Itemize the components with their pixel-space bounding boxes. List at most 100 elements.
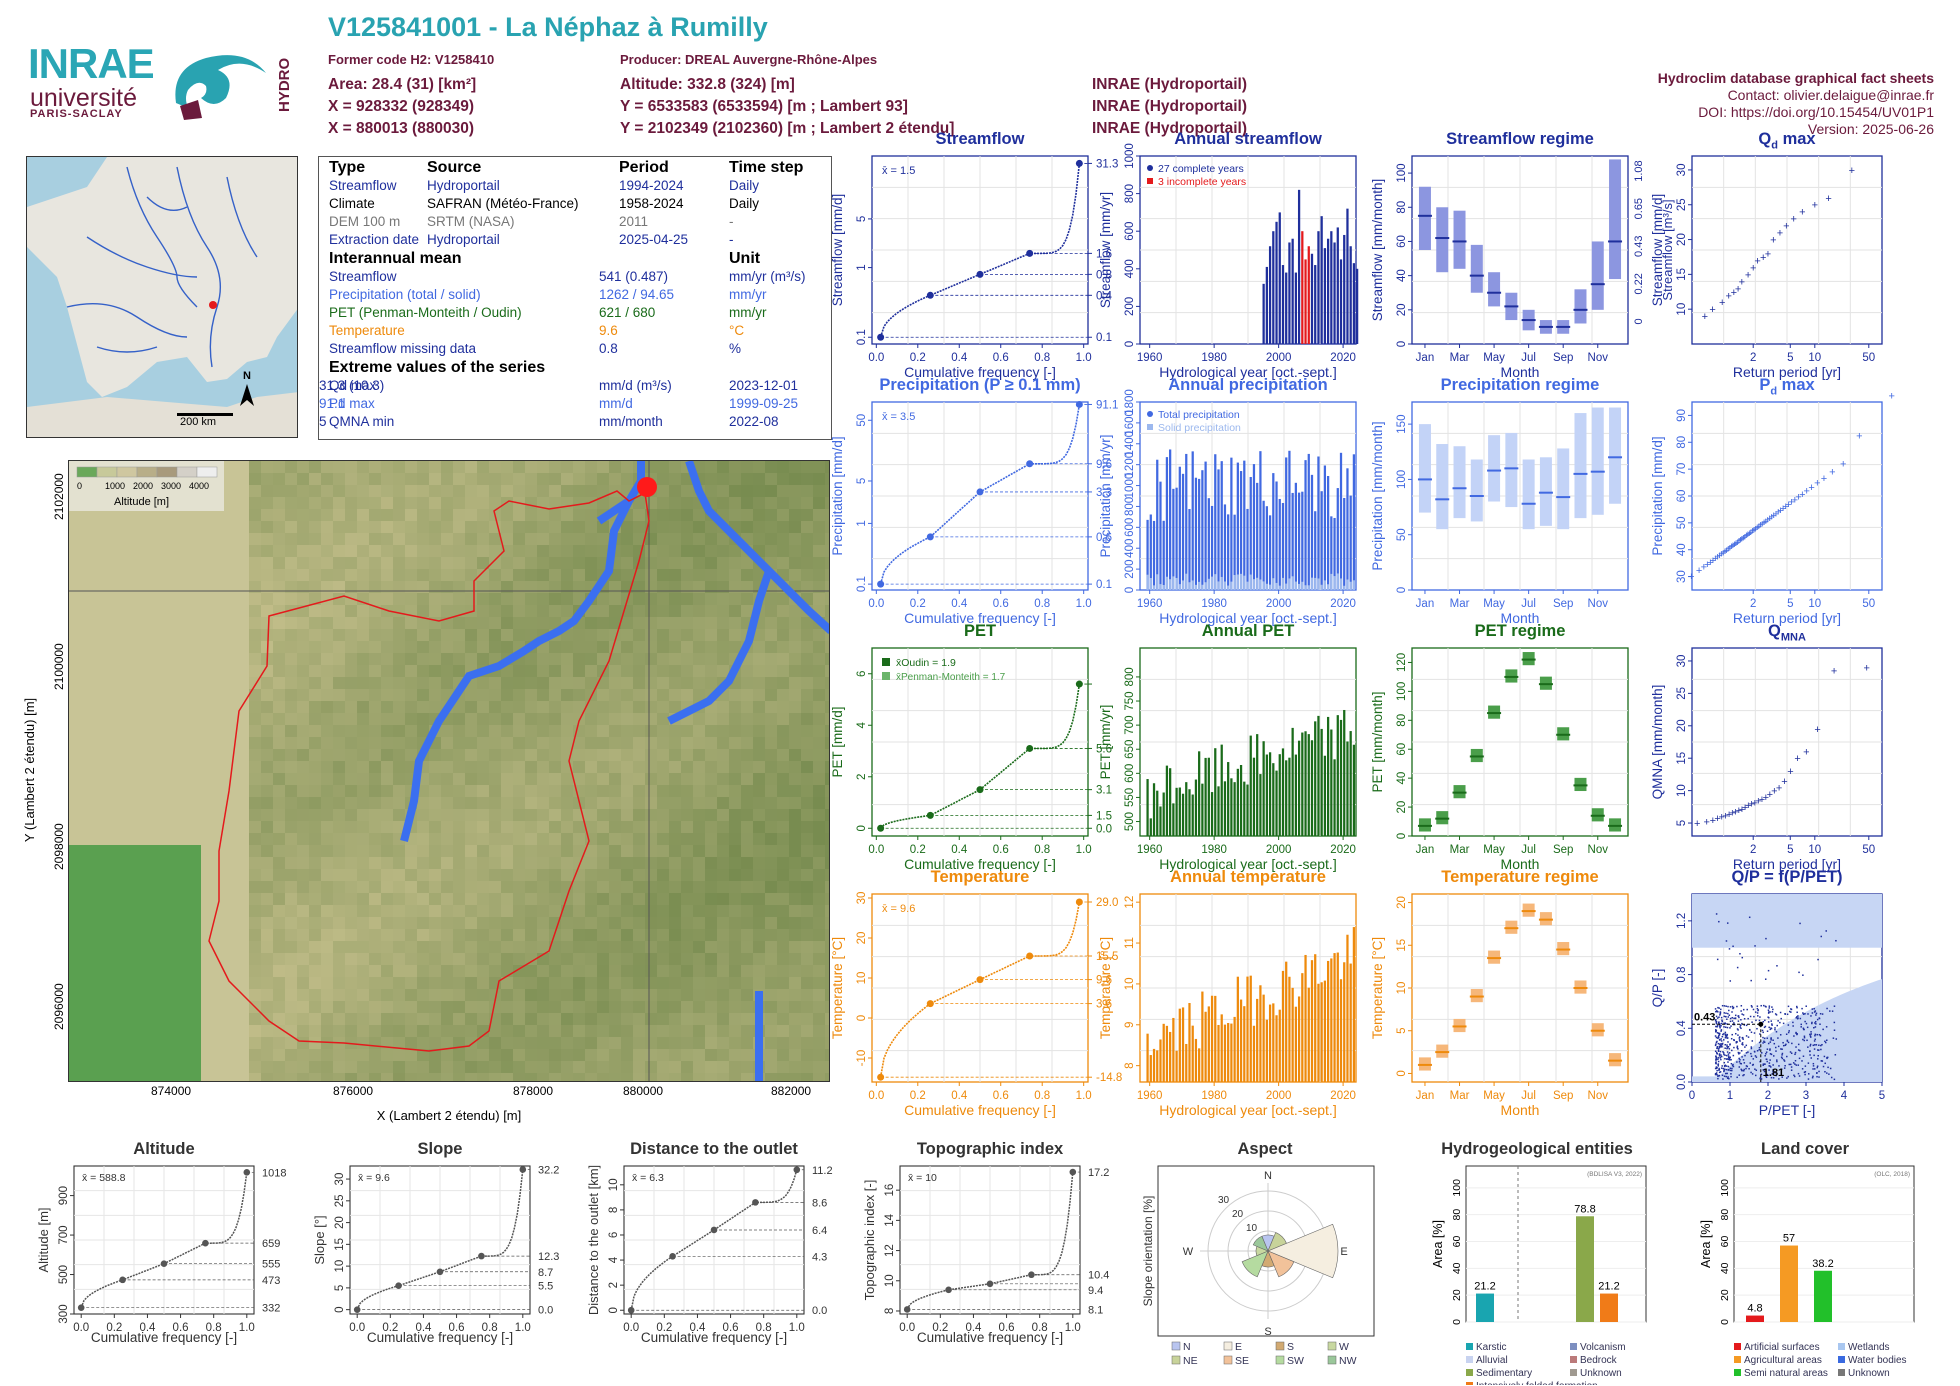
y-tick: 30 <box>1676 655 1688 668</box>
regime-box <box>1470 244 1483 293</box>
y-tick: 0 <box>1396 587 1408 593</box>
annual-bar <box>1352 744 1356 836</box>
quantile-point <box>1075 159 1083 167</box>
legend-tick: 4000 <box>189 481 209 491</box>
y-tick: 10 <box>884 1274 896 1287</box>
point-label-x: 1.81 <box>1763 1067 1784 1079</box>
return-period-point: + <box>1739 804 1745 816</box>
annual-bar <box>1336 952 1339 1082</box>
chart-xlabel: Cumulative frequency [-] <box>904 1102 1056 1118</box>
annual-bar <box>1317 456 1320 590</box>
return-period-point: + <box>1734 537 1740 549</box>
y-tick: 60 <box>1451 1236 1463 1248</box>
x-tick: 2000 <box>1266 598 1292 610</box>
quantile-point <box>353 1306 361 1313</box>
y2-tick: 0.43 <box>1633 236 1645 257</box>
annual-bar <box>1210 995 1214 1082</box>
category-bar <box>1780 1245 1798 1322</box>
river-line <box>596 497 632 525</box>
river-line <box>667 569 773 725</box>
x-tick: 2 <box>1750 844 1756 856</box>
y-tick: 20 <box>856 932 868 945</box>
x-tick: 1.0 <box>1065 1322 1081 1334</box>
solid-precip-bar <box>1262 581 1265 590</box>
annual-bar <box>1301 973 1304 1082</box>
annual-bar <box>1265 506 1268 590</box>
regime-box <box>1609 159 1622 280</box>
annual-bar <box>1326 476 1330 590</box>
solid-precip-bar <box>1256 577 1259 590</box>
chart-xlabel: Month <box>1500 1102 1540 1118</box>
right-tick: 0.1 <box>1096 332 1112 344</box>
annual-bar <box>1233 514 1236 590</box>
bar-label: 21.2 <box>1598 1281 1619 1293</box>
annual-bar <box>1256 482 1259 590</box>
y-tick: 80 <box>1451 1209 1463 1221</box>
x-tick: 10 <box>1808 598 1821 610</box>
chart-title: Pd max <box>1759 376 1815 398</box>
x-tick: 0.4 <box>951 1090 968 1102</box>
return-period-point: + <box>1756 521 1762 533</box>
catchment-outline <box>208 490 650 1052</box>
quantile-point <box>976 488 984 496</box>
x-tick: 2000 <box>1266 1090 1292 1102</box>
france-map-scale: 200 km <box>180 416 217 428</box>
solid-precip-bar <box>1198 581 1201 590</box>
annual-bar <box>1149 818 1152 836</box>
return-period-point: + <box>1787 766 1793 778</box>
chart-title: PET regime <box>1474 622 1566 640</box>
annual-bar <box>1201 991 1204 1082</box>
chart-xlabel: P/PET [-] <box>1758 1102 1816 1118</box>
annual-bar <box>1285 760 1288 836</box>
quantile-point <box>926 533 934 541</box>
chart-ylabel: Area [%] <box>1699 1220 1713 1268</box>
annual-bar <box>1285 457 1288 590</box>
y-tick: 0.1 <box>856 329 868 345</box>
y-tick: 5 <box>856 216 868 222</box>
annual-bar <box>1297 492 1301 590</box>
return-period-point: + <box>1788 497 1794 509</box>
quantile-point <box>1075 898 1083 906</box>
annual-bar <box>1323 755 1327 836</box>
return-period-point: + <box>1740 532 1746 544</box>
quantile-point <box>478 1252 485 1260</box>
quantile-point <box>877 1073 885 1081</box>
annual-bar <box>1249 975 1252 1082</box>
chart-topo_cdf: Topographic index 17.2 10.4 9.4 8.1 x̄ = 10 8 1… <box>840 1140 1120 1358</box>
y-tick: 0.8 <box>1676 967 1688 983</box>
y-tick: 5 <box>1396 1028 1408 1034</box>
y-tick: 12 <box>1124 896 1136 909</box>
chart-hydrogeology: Hydrogeological entities 0 20 40 60 80 100 (BDL… <box>1412 1140 1662 1385</box>
annual-bar <box>1262 994 1265 1082</box>
info-mean-unit: % <box>729 341 742 356</box>
annual-bar <box>1291 727 1294 836</box>
right-tick: 555 <box>262 1259 280 1271</box>
annual-bar <box>1230 1023 1233 1082</box>
y-tick: 400 <box>1124 539 1136 558</box>
regime-box <box>1488 272 1501 307</box>
return-period-point: + <box>1716 550 1722 562</box>
right-tick: 9.4 <box>1088 1285 1103 1297</box>
x-tick: 0.8 <box>482 1322 498 1334</box>
bar-label: 57 <box>1783 1233 1795 1245</box>
return-period-point: + <box>1759 518 1765 530</box>
right-tick: 15.5 <box>1096 951 1118 963</box>
quantile-point <box>945 1286 952 1294</box>
compass-label: W <box>1183 1246 1194 1258</box>
y-tick: 25 <box>1676 687 1688 700</box>
return-period-point: + <box>1754 255 1760 267</box>
chart-xlabel: Cumulative frequency [-] <box>904 610 1056 626</box>
x-tick: Nov <box>1588 352 1609 364</box>
regime-box <box>1453 446 1466 519</box>
y-tick: 8 <box>608 1207 620 1213</box>
y2-tick: 1.08 <box>1633 160 1645 181</box>
y-tick: 100 <box>1451 1179 1463 1197</box>
annual-bar <box>1227 762 1230 836</box>
annual-bar <box>1207 757 1210 836</box>
info-source: Hydroportail <box>427 232 500 247</box>
quantile-point <box>877 580 885 588</box>
north-arrow-icon <box>240 384 254 406</box>
quantile-point <box>160 1260 168 1267</box>
annual-bar <box>1291 238 1294 344</box>
mean-label: x̄ = 10 <box>908 1172 937 1184</box>
